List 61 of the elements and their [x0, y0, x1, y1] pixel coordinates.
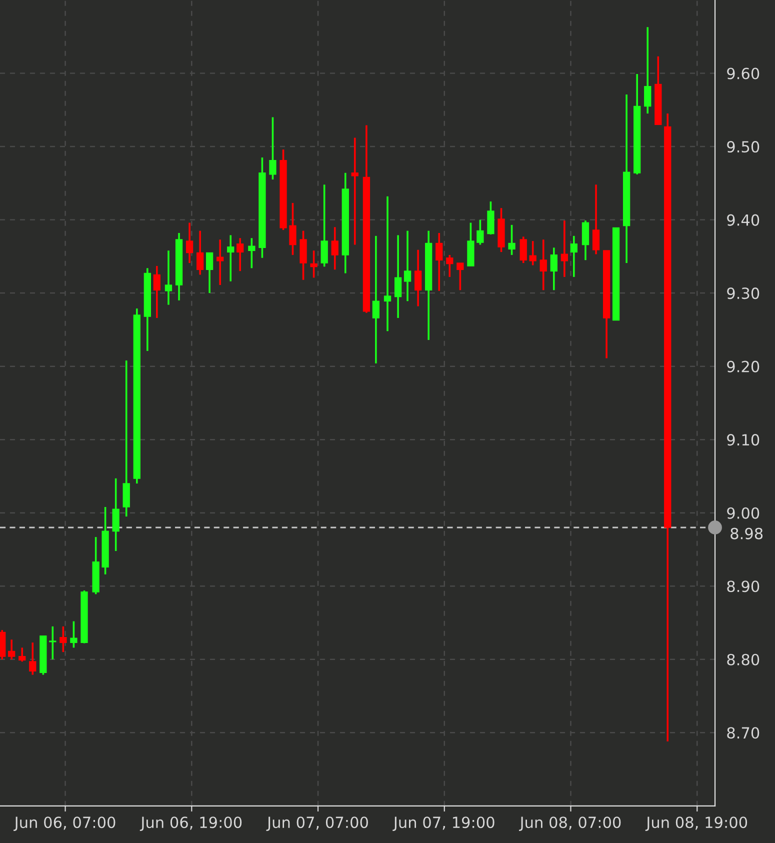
x-tick-label: Jun 07, 07:00 [266, 816, 368, 831]
y-tick-label: 9.20 [727, 360, 760, 372]
x-tick-label: Jun 08, 07:00 [519, 816, 621, 831]
candlestick [216, 238, 224, 286]
candlestick [550, 246, 558, 292]
candlestick [508, 224, 516, 256]
y-tick-label: 9.00 [727, 507, 760, 519]
candlestick [112, 478, 120, 552]
candlestick [320, 184, 328, 268]
candlestick [289, 202, 296, 256]
candlestick [446, 254, 454, 278]
candlestick [8, 638, 16, 660]
y-tick-label: 9.40 [727, 214, 760, 226]
candlestick [60, 626, 67, 653]
candlestick [529, 240, 536, 266]
y-tick-label: 9.30 [727, 288, 760, 300]
candlestick [164, 250, 172, 306]
ref-line-label: 8.98 [730, 528, 763, 540]
candlestick [404, 230, 412, 302]
candlestick [122, 360, 130, 518]
candlestick [186, 222, 194, 264]
candlestick [560, 220, 568, 278]
candlestick [269, 116, 276, 180]
x-tick-label: Jun 06, 07:00 [14, 816, 116, 831]
candlestick [18, 646, 26, 662]
y-tick-label: 8.70 [727, 727, 760, 739]
candlestick [384, 195, 392, 332]
candlestick [414, 248, 422, 308]
candlestick [394, 234, 402, 319]
x-tick-label: Jun 07, 19:00 [392, 816, 494, 831]
candlestick [153, 265, 160, 319]
candlestick [520, 236, 527, 264]
candlestick [196, 230, 204, 276]
candlestick [248, 237, 256, 270]
candlestick [372, 235, 380, 364]
candlestick [351, 136, 358, 246]
candlestick [300, 230, 307, 281]
x-tick-label: Jun 08, 19:00 [645, 816, 748, 831]
candlestick [331, 226, 338, 271]
candlestick [487, 200, 494, 236]
candlestick [582, 220, 590, 261]
candlestick [436, 232, 443, 292]
y-tick-label: 9.60 [727, 68, 760, 80]
candlestick [227, 234, 234, 282]
y-tick-label: 9.50 [727, 140, 760, 153]
candlestick [644, 26, 652, 114]
y-tick-label: 9.10 [727, 434, 760, 446]
candlestick [70, 620, 78, 649]
y-tick-label: 8.80 [727, 654, 760, 666]
x-tick-label: Jun 06, 19:00 [140, 816, 242, 831]
candlestick [29, 642, 36, 676]
candlestick [49, 626, 56, 660]
candlestick [236, 237, 244, 272]
candlestick [310, 250, 318, 279]
candlestick [540, 238, 547, 292]
y-tick-label: 8.90 [727, 580, 760, 592]
candlestick [206, 252, 214, 294]
candlestick [592, 184, 600, 256]
candlestick [476, 218, 484, 246]
candlestick [570, 235, 578, 278]
candlestick [456, 262, 464, 292]
